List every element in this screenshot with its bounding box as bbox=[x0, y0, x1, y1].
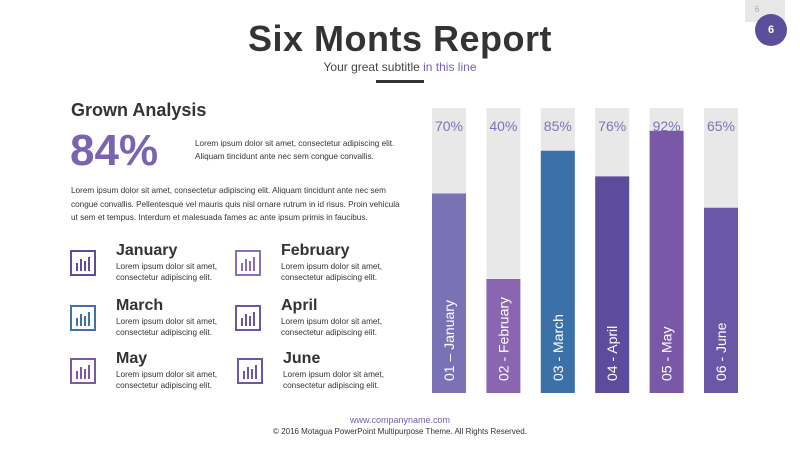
month-name: January bbox=[116, 242, 178, 259]
section-title: Grown Analysis bbox=[71, 100, 207, 120]
month-item-april: April Lorem ipsum dolor sit amet, consec… bbox=[235, 297, 405, 355]
bar-group: 85% 03 - March bbox=[540, 108, 575, 393]
bar-category-label: 03 - March bbox=[550, 314, 566, 381]
page-number-badge: 6 bbox=[755, 14, 787, 46]
big-percent: 84% bbox=[70, 126, 159, 175]
bar bbox=[486, 279, 521, 393]
bar-group: 40% 02 - February bbox=[486, 108, 521, 393]
bar-category-label: 01 – January bbox=[441, 300, 457, 381]
month-name: April bbox=[281, 297, 318, 314]
month-name: March bbox=[116, 297, 164, 314]
month-item-january: January Lorem ipsum dolor sit amet, cons… bbox=[70, 242, 240, 300]
month-item-march: March Lorem ipsum dolor sit amet, consec… bbox=[70, 297, 240, 355]
bar-chart-icon bbox=[70, 250, 96, 276]
bar-category-label: 06 - June bbox=[713, 322, 729, 381]
bar bbox=[704, 207, 738, 393]
bar-group: 65% 06 - June bbox=[704, 108, 738, 393]
month-name: June bbox=[283, 350, 321, 367]
bar-category-label: 02 - February bbox=[495, 297, 511, 381]
bar-chart-icon bbox=[70, 305, 96, 331]
month-description: Lorem ipsum dolor sit amet, consectetur … bbox=[116, 317, 218, 337]
bar-value-label: 92% bbox=[653, 118, 681, 134]
bar bbox=[540, 150, 575, 393]
month-description: Lorem ipsum dolor sit amet, consectetur … bbox=[281, 262, 383, 282]
page-subtitle: Your great subtitle in this line bbox=[0, 60, 800, 74]
bar-chart-icon bbox=[70, 358, 96, 384]
bar-category-label: 05 - May bbox=[659, 327, 675, 381]
percent-description: Lorem ipsum dolor sit amet, consectetur … bbox=[195, 139, 395, 161]
month-item-february: February Lorem ipsum dolor sit amet, con… bbox=[235, 242, 405, 300]
bar-value-label: 40% bbox=[489, 118, 517, 134]
progress-bar-chart: 70% 01 – January 40% 02 - February 85% 03 - M… bbox=[432, 108, 738, 394]
month-description: Lorem ipsum dolor sit amet, consectetur … bbox=[281, 317, 383, 337]
bar-value-label: 85% bbox=[544, 118, 572, 134]
month-name: February bbox=[281, 242, 350, 259]
bar-category-label: 04 - April bbox=[604, 326, 620, 381]
bar-group: 70% 01 – January bbox=[432, 108, 466, 393]
body-paragraph: Lorem ipsum dolor sit amet, consectetur … bbox=[71, 186, 400, 222]
title-underline bbox=[376, 80, 424, 83]
bar-group: 92% 05 - May bbox=[649, 108, 684, 394]
bar-group: 76% 04 - April bbox=[595, 108, 630, 393]
bar-chart-icon bbox=[235, 250, 261, 276]
month-description: Lorem ipsum dolor sit amet, consectetur … bbox=[116, 262, 218, 282]
bar bbox=[432, 193, 466, 393]
subtitle-highlight: in this line bbox=[423, 60, 477, 74]
bar-value-label: 76% bbox=[598, 118, 626, 134]
bar-value-label: 65% bbox=[707, 118, 735, 134]
footer-url[interactable]: www.companyname.com bbox=[349, 415, 451, 425]
bar-chart-icon bbox=[235, 305, 261, 331]
page-number-small: 6 bbox=[754, 5, 760, 14]
month-item-may: May Lorem ipsum dolor sit amet, consecte… bbox=[70, 350, 240, 408]
month-description: Lorem ipsum dolor sit amet, consectetur … bbox=[116, 370, 218, 390]
bar bbox=[595, 176, 630, 393]
page-title: Six Monts Report bbox=[247, 18, 552, 59]
bar bbox=[649, 130, 684, 394]
month-item-june: June Lorem ipsum dolor sit amet, consect… bbox=[237, 350, 407, 408]
month-name: May bbox=[116, 350, 148, 367]
bar-chart-icon bbox=[237, 358, 263, 384]
bar-value-label: 70% bbox=[435, 118, 463, 134]
subtitle-main: Your great subtitle bbox=[323, 60, 424, 74]
month-description: Lorem ipsum dolor sit amet, consectetur … bbox=[283, 370, 385, 390]
footer-copyright: © 2016 Motagua PowerPoint Multipurpose T… bbox=[273, 427, 527, 436]
